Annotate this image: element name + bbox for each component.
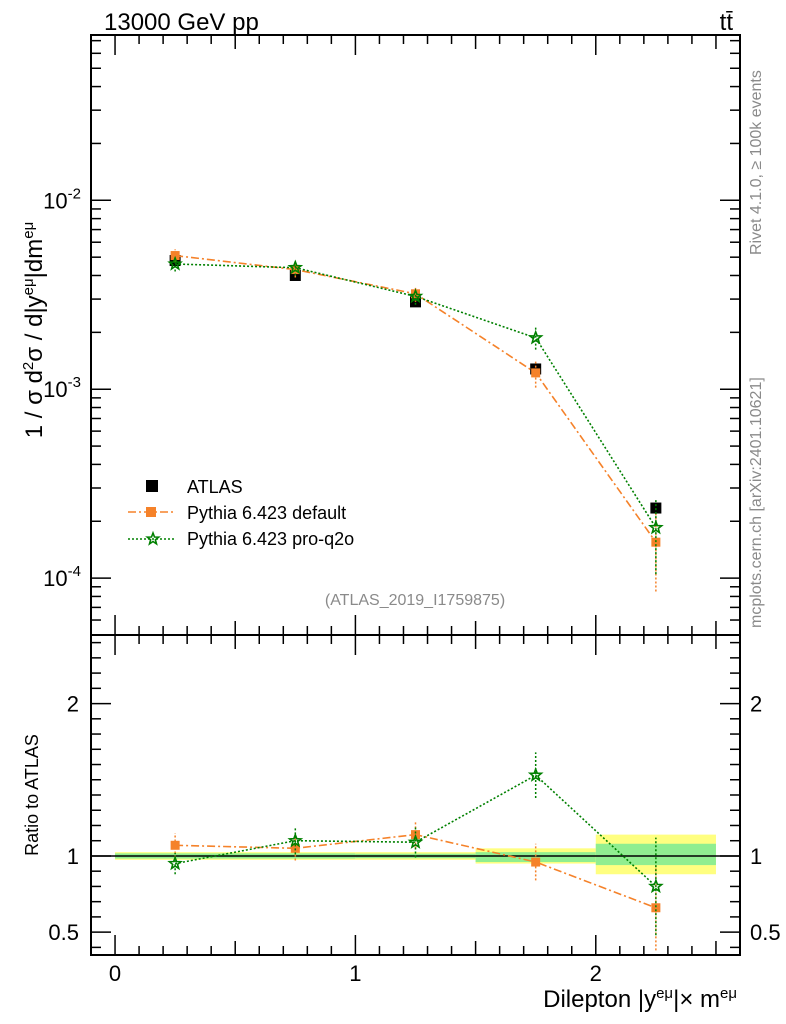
legend: ATLAS Pythia 6.423 default Pythia 6.423 …: [128, 477, 354, 549]
xtick-label: 2: [590, 961, 602, 986]
xtick-label: 1: [349, 961, 361, 986]
ratio-ylabel: Ratio to ATLAS: [22, 734, 42, 856]
main-ylabel: 1 / σ d2σ / d|yeμ|dmeμ: [20, 222, 48, 439]
ratio-point: [290, 843, 300, 853]
ratio-line: [174, 774, 657, 887]
main-ytick-label: 10-4: [43, 563, 81, 591]
ratio-point: [167, 855, 183, 871]
legend-label-atlas: ATLAS: [187, 477, 243, 497]
data-point: [167, 255, 183, 271]
legend-star-shape: [145, 530, 161, 546]
data-point: [407, 288, 424, 304]
main-ytick-label: 10-3: [43, 374, 81, 402]
rivet-label: Rivet 4.1.0, ≥ 100k events: [748, 70, 765, 255]
main-panel: 10-4 10-3 10-2 1 / σ d2σ / d|yeμ|dmeμ (ATL…: [20, 34, 741, 636]
data-point: [170, 251, 180, 261]
legend-marker-q2o: [145, 530, 161, 546]
ratio-ytick-label-right: 2: [750, 692, 762, 717]
ratio-series-1: [167, 752, 664, 936]
ratio-point: [531, 857, 541, 867]
analysis-label: (ATLAS_2019_I1759875): [325, 592, 505, 609]
ratio-point: [527, 766, 544, 782]
ratio-ytick-label-right: 0.5: [750, 920, 781, 945]
data-point: [651, 537, 661, 547]
xlabel: Dilepton |yeμ|× meμ: [543, 985, 737, 1013]
data-point: [531, 368, 541, 378]
ratio-ytick-label-right: 1: [750, 844, 762, 869]
ratio-panel: 0.5 0.5 1 1 2 2 0 1 2 Ratio to ATLAS Dilepton |y…: [22, 634, 781, 1013]
mcplots-label: mcplots.cern.ch [arXiv:2401.10621]: [748, 377, 765, 628]
data-point: [527, 329, 544, 345]
ratio-ytick-label-left: 0.5: [48, 920, 79, 945]
series-line: [175, 263, 657, 529]
ratio-frame: [90, 634, 741, 956]
xtick-label: 0: [109, 961, 121, 986]
ratio-point: [651, 903, 661, 913]
legend-label-q2o: Pythia 6.423 pro-q2o: [187, 529, 354, 549]
legend-marker-atlas: [146, 480, 158, 492]
data-point: [650, 502, 662, 514]
series-2: [167, 255, 664, 575]
data-point: [287, 259, 304, 275]
data-point: [648, 519, 664, 535]
main-ytick-label: 10-2: [43, 185, 81, 213]
ratio-point: [170, 840, 180, 850]
ratio-point: [407, 833, 424, 849]
ratio-ytick-label-left: 2: [67, 692, 79, 717]
ratio-point: [648, 878, 664, 894]
ratio-ytick-label-left: 1: [67, 844, 79, 869]
legend-marker-default: [146, 507, 156, 517]
energy-label: 13000 GeV pp: [104, 9, 259, 36]
data-point: [411, 289, 420, 299]
ratio-point: [287, 832, 304, 848]
legend-label-default: Pythia 6.423 default: [187, 503, 346, 523]
uncertainty-band-inner: [475, 852, 596, 863]
process-label: tt̄: [720, 9, 734, 36]
